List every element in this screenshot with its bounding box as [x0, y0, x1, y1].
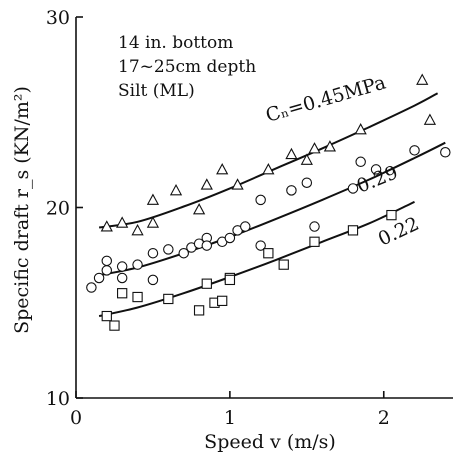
triangle-point	[192, 203, 206, 215]
triangle-point	[231, 178, 244, 190]
y-tick-label: 30	[46, 7, 70, 29]
circle-point	[370, 164, 382, 175]
triangle-point	[146, 193, 160, 205]
triangle-point	[423, 113, 437, 125]
triangle-point	[200, 178, 213, 190]
x-tick-label: 2	[378, 407, 390, 429]
square-point	[163, 293, 174, 305]
triangle-point	[216, 163, 229, 175]
circle-point	[101, 265, 113, 276]
square-point	[263, 248, 274, 259]
circle-point	[255, 194, 266, 206]
triangle-point	[308, 142, 321, 154]
square-point	[193, 305, 205, 316]
circle-point	[147, 274, 159, 286]
circle-point	[255, 240, 266, 251]
square-point	[224, 274, 236, 286]
square-point	[217, 295, 228, 306]
triangle-point	[116, 216, 129, 228]
circle-point	[93, 272, 105, 284]
square-point	[117, 288, 128, 299]
circle-point	[101, 255, 113, 267]
circle-point	[116, 261, 128, 272]
circle-point	[347, 183, 359, 194]
circle-point	[309, 221, 320, 232]
triangle-point	[262, 163, 275, 175]
chart-note-1: 14 in. bottom	[118, 33, 233, 53]
circle-point	[201, 240, 213, 251]
square-point	[101, 310, 112, 322]
series-curve-022	[98, 200, 415, 318]
triangle-point	[169, 183, 183, 196]
x-axis-label: Speed v (m/s)	[204, 431, 336, 453]
square-point	[309, 236, 320, 247]
circle-point	[286, 185, 297, 196]
square-point	[347, 225, 359, 236]
circle-point	[240, 221, 251, 232]
triangle-point	[300, 153, 313, 165]
square-point	[201, 278, 212, 289]
y-tick-label: 20	[46, 198, 70, 220]
triangle-point	[131, 224, 144, 236]
triangle-point	[100, 220, 113, 232]
chart-note-3: Silt (ML)	[118, 81, 195, 101]
square-point	[278, 259, 289, 270]
circle-point	[355, 156, 366, 168]
square-point	[132, 291, 143, 303]
y-axis-label: Specific draft r_s (KN/m²)	[11, 86, 33, 334]
series-curve-029	[98, 141, 446, 277]
triangle-point	[285, 147, 298, 160]
circle-point	[163, 244, 174, 255]
circle-point	[301, 177, 313, 188]
triangle-point	[416, 73, 429, 85]
circle-point	[178, 247, 189, 259]
square-point	[386, 209, 397, 221]
circle-point	[224, 232, 236, 244]
triangle-point	[146, 216, 160, 228]
triangle-point	[354, 123, 367, 135]
circle-point	[440, 147, 451, 158]
y-tick-label: 10	[46, 388, 70, 410]
circle-point	[147, 247, 159, 259]
circle-point	[409, 145, 420, 156]
x-tick-label: 0	[70, 407, 82, 429]
circle-point	[116, 272, 128, 284]
series-curve-045	[98, 92, 439, 229]
series-label-045: Cₙ=0.45MPa	[263, 72, 388, 127]
triangle-point	[323, 140, 337, 152]
square-point	[109, 320, 120, 331]
x-tick-label: 1	[224, 407, 236, 429]
circle-point	[86, 282, 97, 293]
circle-point	[132, 259, 143, 270]
chart-note-2: 17~25cm depth	[118, 57, 256, 77]
